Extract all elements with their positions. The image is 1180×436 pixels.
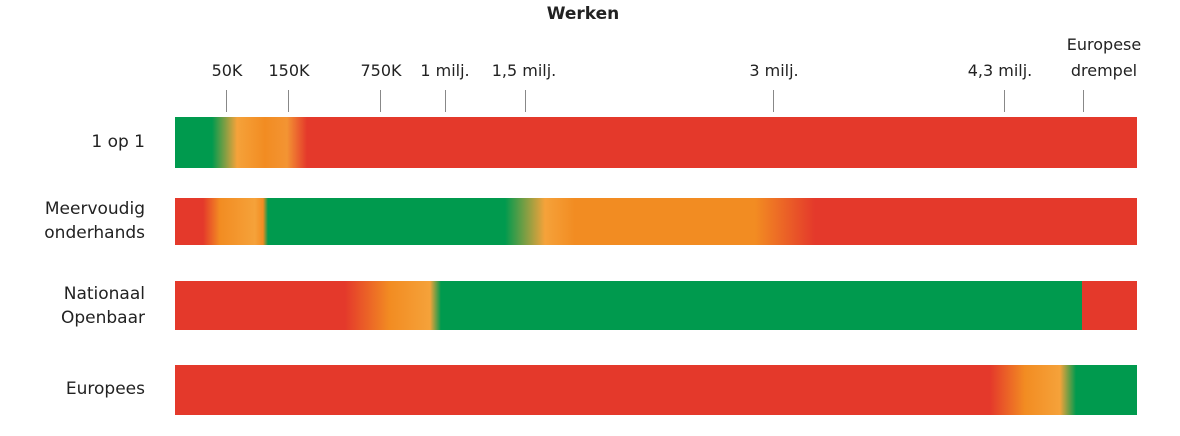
row-label: 1 op 1 (91, 132, 145, 152)
tick-mark (773, 90, 774, 112)
tick-mark (226, 90, 227, 112)
bar-europees (175, 365, 1137, 415)
row-label: Meervoudig onderhands (44, 199, 145, 243)
tick-label: 4,3 milj. (967, 61, 1033, 80)
tick-mark (525, 90, 526, 112)
bar-nationaal-openbaar (175, 281, 1137, 330)
tick-mark (380, 90, 381, 112)
bar-1-op-1 (175, 117, 1137, 168)
tick-label: Europese drempel (1066, 35, 1142, 80)
tick-label: 50K (211, 61, 243, 80)
tick-mark (288, 90, 289, 112)
row-label: Nationaal Openbaar (60, 284, 145, 328)
tick-mark (445, 90, 446, 112)
tick-label: 3 milj. (749, 61, 799, 80)
row-label: Europees (65, 379, 145, 399)
tick-label: 1 milj. (420, 61, 470, 80)
bar-meervoudig-onderhands (175, 198, 1137, 245)
chart-title: Werken (546, 4, 620, 24)
tick-label: 1,5 milj. (491, 61, 557, 80)
tick-label: 750K (360, 61, 402, 80)
tick-mark (1004, 90, 1005, 112)
tick-label: 150K (268, 61, 310, 80)
tick-mark (1083, 90, 1084, 112)
